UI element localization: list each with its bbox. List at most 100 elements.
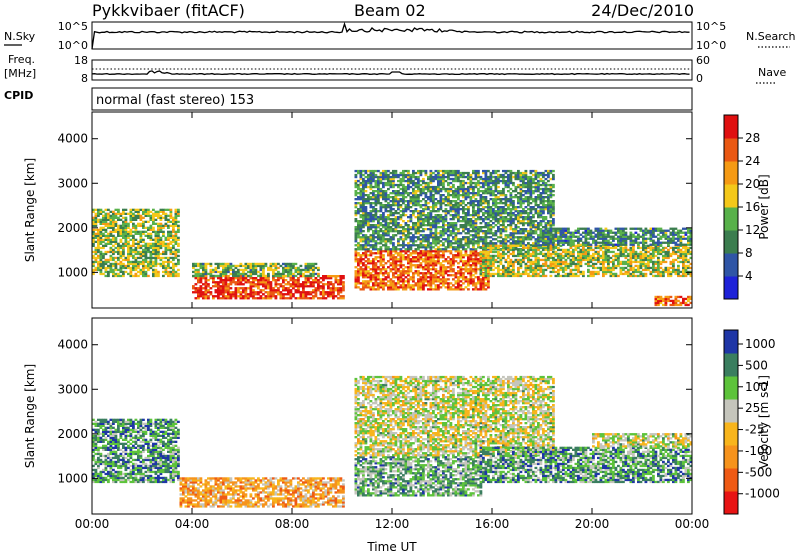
power-cell	[474, 226, 478, 229]
power-cell	[447, 175, 450, 179]
power-cell	[404, 238, 408, 241]
power-cell	[502, 206, 505, 209]
power-cell	[94, 256, 98, 260]
power-cell	[412, 252, 415, 255]
power-cell	[244, 274, 248, 278]
power-cell	[502, 250, 505, 254]
power-cell	[357, 272, 360, 275]
power-cell	[512, 214, 515, 217]
power-cell	[544, 187, 548, 191]
power-cell	[429, 252, 433, 255]
power-cell	[392, 258, 395, 261]
power-cell	[107, 234, 110, 237]
power-cell	[479, 216, 483, 219]
power-cell	[382, 185, 385, 189]
power-cell	[492, 226, 495, 229]
power-cell	[134, 246, 138, 250]
power-cell	[149, 238, 153, 241]
power-cell	[464, 171, 468, 175]
power-cell	[472, 258, 475, 261]
power-cell	[259, 283, 263, 286]
power-cell	[537, 212, 540, 215]
power-cell	[152, 272, 155, 276]
power-cell	[474, 264, 478, 267]
power-cell	[369, 171, 373, 175]
power-cell	[402, 190, 405, 193]
power-cell	[354, 228, 358, 231]
power-cell	[397, 175, 400, 179]
power-cell	[247, 274, 250, 278]
power-cell	[149, 266, 153, 270]
power-cell	[227, 266, 230, 270]
power-cell	[452, 218, 455, 221]
power-cell	[132, 234, 135, 237]
power-cell	[484, 200, 488, 203]
power-cell	[412, 256, 415, 259]
power-cell	[139, 208, 143, 211]
power-cell	[487, 280, 490, 283]
power-cell	[514, 218, 518, 221]
power-cell	[109, 216, 113, 219]
power-cell	[142, 244, 145, 247]
power-cell	[422, 198, 425, 201]
power-cell	[377, 274, 380, 277]
power-cell	[412, 173, 415, 177]
power-cell	[219, 293, 223, 296]
power-cell	[522, 242, 525, 245]
power-cell	[444, 210, 448, 213]
power-cell	[482, 286, 485, 289]
power-cell	[299, 283, 303, 286]
power-cell	[457, 216, 460, 219]
power-cell	[392, 228, 395, 231]
power-cell	[272, 270, 275, 274]
power-cell	[374, 264, 378, 267]
power-cell	[474, 248, 478, 251]
power-cell	[252, 283, 255, 286]
power-cell	[99, 262, 103, 266]
power-cell	[412, 244, 415, 247]
power-cell	[367, 185, 370, 189]
power-cell	[547, 171, 550, 175]
power-cell	[419, 183, 423, 187]
power-cell	[224, 287, 228, 290]
power-cell	[434, 248, 438, 251]
power-cell	[444, 224, 448, 227]
power-cell	[359, 202, 363, 205]
power-cell	[389, 284, 393, 287]
power-cell	[232, 277, 235, 280]
power-cell	[477, 218, 480, 221]
power-cell	[497, 206, 500, 209]
power-cell	[457, 171, 460, 175]
power-cell	[489, 185, 493, 189]
power-cell	[389, 179, 393, 183]
power-cell	[457, 266, 460, 269]
power-cell	[537, 187, 540, 191]
power-cell	[514, 171, 518, 175]
power-cell	[462, 246, 465, 249]
power-cell	[524, 228, 528, 231]
power-cell	[324, 277, 328, 280]
power-cell	[444, 230, 448, 233]
power-cell	[154, 262, 158, 266]
power-cell	[494, 190, 498, 193]
power-cell	[217, 291, 220, 294]
power-cell	[457, 214, 460, 217]
power-cell	[527, 254, 530, 258]
power-cell	[454, 171, 458, 175]
power-cell	[454, 236, 458, 239]
power-cell	[362, 218, 365, 221]
power-cell	[112, 216, 115, 219]
power-cell	[517, 268, 520, 272]
power-cell	[467, 192, 470, 195]
power-cell	[512, 202, 515, 205]
power-cell	[304, 266, 308, 270]
power-cell	[224, 266, 228, 270]
power-cell	[269, 289, 273, 292]
power-cell	[552, 220, 555, 223]
power-cell	[467, 258, 470, 261]
power-cell	[204, 274, 208, 278]
power-cell	[544, 208, 548, 211]
power-cell	[99, 242, 103, 245]
power-cell	[129, 262, 133, 266]
power-cell	[399, 200, 403, 203]
